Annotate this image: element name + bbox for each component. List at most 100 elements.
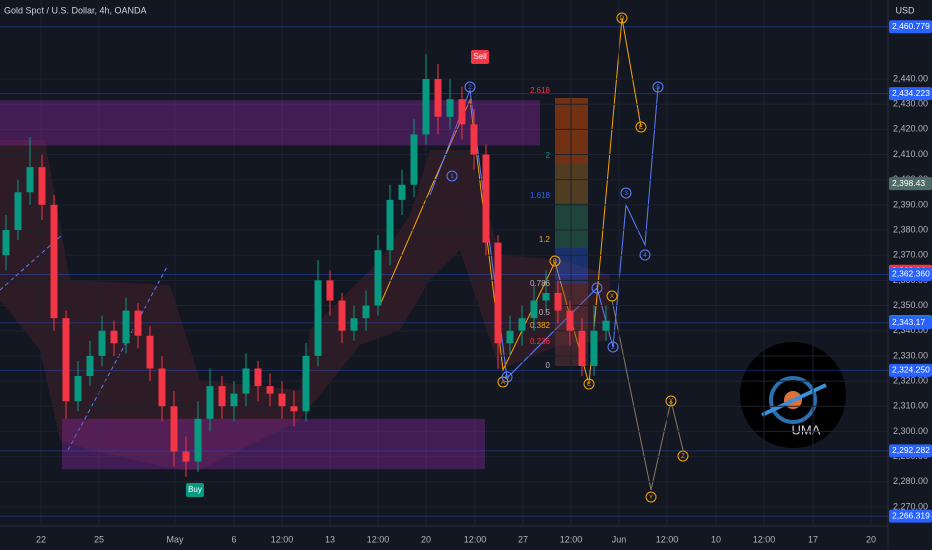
signal-label: Buy — [188, 485, 202, 494]
currency: USD — [895, 5, 915, 15]
candle-body — [38, 167, 46, 205]
wave-marker — [665, 395, 677, 407]
candle-body — [230, 393, 238, 407]
fib-label: 0 — [546, 361, 551, 370]
x-tick-label: 22 — [36, 534, 46, 544]
candle-body — [14, 192, 22, 231]
x-tick-label: 12:00 — [271, 534, 294, 544]
candle-body — [542, 292, 550, 301]
price-tag-label: 2,266.319 — [892, 510, 930, 520]
logo-ring — [769, 376, 817, 424]
y-tick-label: 2,340.00 — [893, 325, 928, 335]
y-tick-label: 2,300.00 — [893, 426, 928, 436]
x-tick-label: 20 — [421, 534, 431, 544]
wave-marker — [639, 249, 651, 261]
y-tick-label: 2,380.00 — [893, 224, 928, 234]
y-tick-label: 2,420.00 — [893, 124, 928, 134]
x-tick-label: 6 — [231, 534, 236, 544]
price-tag — [889, 363, 932, 377]
wave-marker — [549, 255, 561, 267]
wave-label: 2 — [468, 85, 472, 91]
wave-marker — [591, 282, 603, 294]
candle-body — [218, 386, 226, 407]
y-tick-label: 2,430.00 — [893, 99, 928, 109]
x-tick-label: 27 — [518, 534, 528, 544]
logo-text: UMA — [792, 422, 821, 437]
signal-box — [186, 483, 204, 497]
price-tag-label: 2,292.282 — [892, 445, 930, 455]
candle-body — [242, 368, 250, 394]
candle-body — [194, 418, 202, 462]
candle-body — [206, 386, 214, 419]
candle-body — [554, 292, 562, 311]
candle-body — [494, 242, 502, 344]
candle-body — [434, 79, 442, 117]
price-tag-label: 2,434.223 — [892, 88, 930, 98]
candle-body — [602, 320, 610, 331]
price-tag-label: 2,343.17 — [892, 317, 925, 327]
candle-body — [338, 300, 346, 331]
wave-marker — [607, 341, 619, 353]
y-tick-label: 2,410.00 — [893, 149, 928, 159]
y-tick-label: 2,310.00 — [893, 401, 928, 411]
x-tick-label: 12:00 — [753, 534, 776, 544]
candle-body — [110, 330, 118, 344]
wave-marker — [606, 290, 618, 302]
candle-body — [50, 204, 58, 319]
x-tick-label: May — [166, 534, 184, 544]
price-tag — [889, 267, 932, 281]
candle-body — [134, 310, 142, 336]
wave-label: 2 — [611, 345, 615, 351]
candle-body — [86, 355, 94, 377]
candle-body — [26, 167, 34, 193]
channel-band — [0, 140, 610, 470]
signal-label: Sell — [473, 52, 487, 61]
x-tick-label: 13 — [325, 534, 335, 544]
candle-body — [2, 230, 10, 256]
price-tag — [889, 177, 932, 191]
candle-body — [422, 79, 430, 135]
y-tick-label: 2,270.00 — [893, 501, 928, 511]
fib-label: 0.382 — [530, 321, 551, 330]
wave-label: C — [587, 382, 592, 388]
signal-box — [471, 50, 489, 64]
price-tag — [889, 444, 932, 458]
price-tag — [889, 87, 932, 101]
y-tick-label: 2,350.00 — [893, 300, 928, 310]
wave-label: E — [639, 125, 643, 131]
candle-body — [158, 368, 166, 407]
fib-label: 2.618 — [530, 86, 551, 95]
wave-label: 3 — [624, 191, 628, 197]
candle-body — [98, 330, 106, 356]
price-tag-label: 2,460.779 — [892, 21, 930, 31]
wave-label: X — [610, 294, 614, 300]
x-tick-label: 25 — [94, 534, 104, 544]
candle-body — [182, 451, 190, 462]
fib-label: 0.236 — [530, 337, 551, 346]
fib-label: 2 — [546, 151, 551, 160]
wave-marker — [677, 450, 689, 462]
wave-marker — [583, 378, 595, 390]
wave-marker — [620, 187, 632, 199]
candle-body — [518, 318, 526, 331]
y-tick-label: 2,370.00 — [893, 250, 928, 260]
candle-body — [122, 310, 130, 344]
candle-body — [278, 393, 286, 407]
price-tag-label: 2,398.43 — [892, 178, 925, 188]
wave-label: 5 — [656, 85, 660, 91]
fib-label: 0.786 — [530, 279, 551, 288]
candle-body — [566, 310, 574, 331]
y-tick-label: 2,440.00 — [893, 73, 928, 83]
x-tick-label: 20 — [866, 534, 876, 544]
price-tag — [889, 20, 932, 34]
x-tick-label: 12:00 — [656, 534, 679, 544]
wave-marker — [446, 170, 458, 182]
fib-label: 0.5 — [539, 308, 551, 317]
candle-body — [266, 386, 274, 394]
candle-body — [386, 199, 394, 251]
wave-marker — [616, 12, 628, 24]
candle-body — [410, 134, 418, 185]
y-tick-label: 2,390.00 — [893, 199, 928, 209]
wave-label: 1 — [450, 174, 454, 180]
candle-body — [314, 280, 322, 356]
